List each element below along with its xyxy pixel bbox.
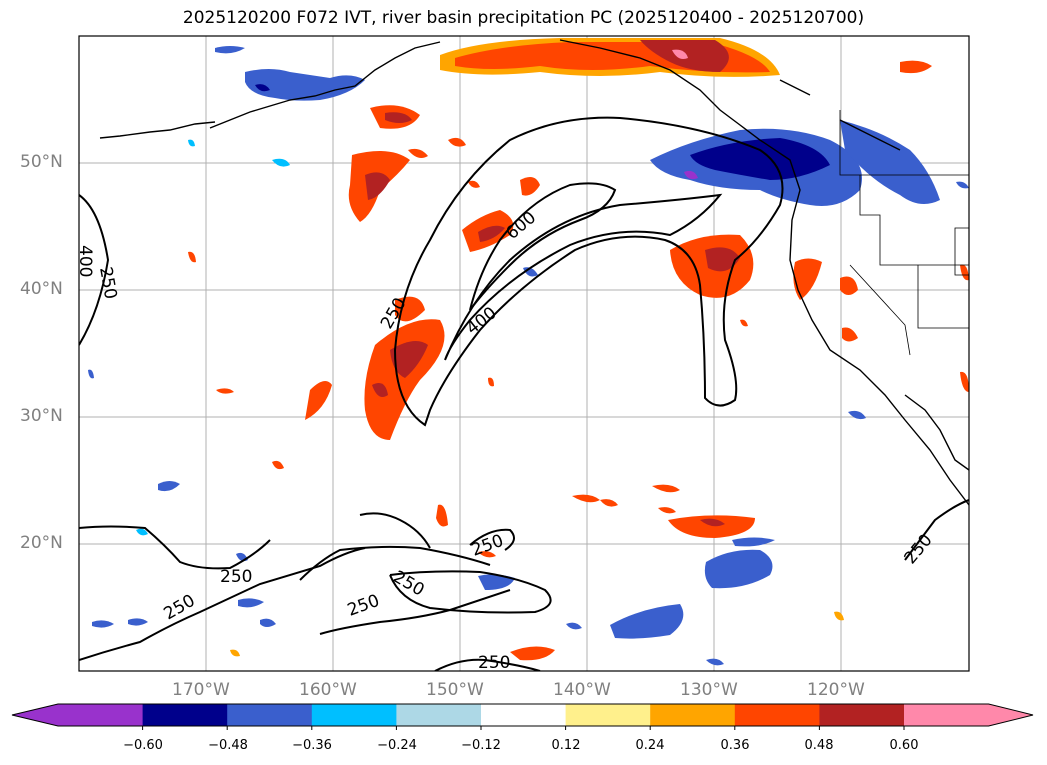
contour-label: 250 [220,567,252,587]
colorbar-segment [481,704,567,726]
contour-label: 400 [75,245,95,277]
colorbar-segment [396,704,482,726]
colorbar-tick-label: 0.12 [551,738,581,753]
ivt-contours [79,116,969,671]
colorbar-segment [58,704,144,726]
contour-label: 250 [478,653,510,673]
colorbar-segment [734,704,820,726]
colorbar-tick-label: 0.60 [889,738,919,753]
lat-label: 20°N [20,533,63,553]
colorbar-tick-label: −0.12 [461,738,501,753]
colorbar-segment [650,704,736,726]
precip-negative-shading [88,46,969,666]
lon-label: 170°W [172,680,230,700]
lat-label: 30°N [20,406,63,426]
lon-label: 150°W [426,680,484,700]
colorbar [11,703,1034,730]
colorbar-extend-min [12,704,58,726]
colorbar-segment [311,704,397,726]
lat-label: 50°N [20,152,63,172]
colorbar-tick-label: 0.24 [635,738,665,753]
map-title: 2025120200 F072 IVT, river basin precipi… [182,8,865,28]
colorbar-segment [819,704,905,726]
lon-label: 160°W [299,680,357,700]
lon-label: 130°W [680,680,738,700]
colorbar-extend-max [988,704,1033,726]
colorbar-tick-label: −0.24 [377,738,417,753]
borders [839,110,969,356]
coastlines [99,39,969,506]
colorbar-segment [142,704,228,726]
colorbar-segment [904,704,990,726]
colorbar-outline [11,703,1034,727]
lon-label: 120°W [807,680,865,700]
colorbar-segment [565,704,651,726]
colorbar-tick-label: 0.48 [804,738,834,753]
colorbar-segment [227,704,313,726]
colorbar-tick-label: 0.36 [720,738,750,753]
lat-label: 40°N [20,279,63,299]
colorbar-tick-label: −0.36 [292,738,332,753]
colorbar-tick-label: −0.48 [208,738,248,753]
lon-label: 140°W [553,680,611,700]
colorbar-tick-label: −0.60 [123,738,163,753]
precip-positive-shading [188,38,969,661]
map-frame [78,35,970,672]
